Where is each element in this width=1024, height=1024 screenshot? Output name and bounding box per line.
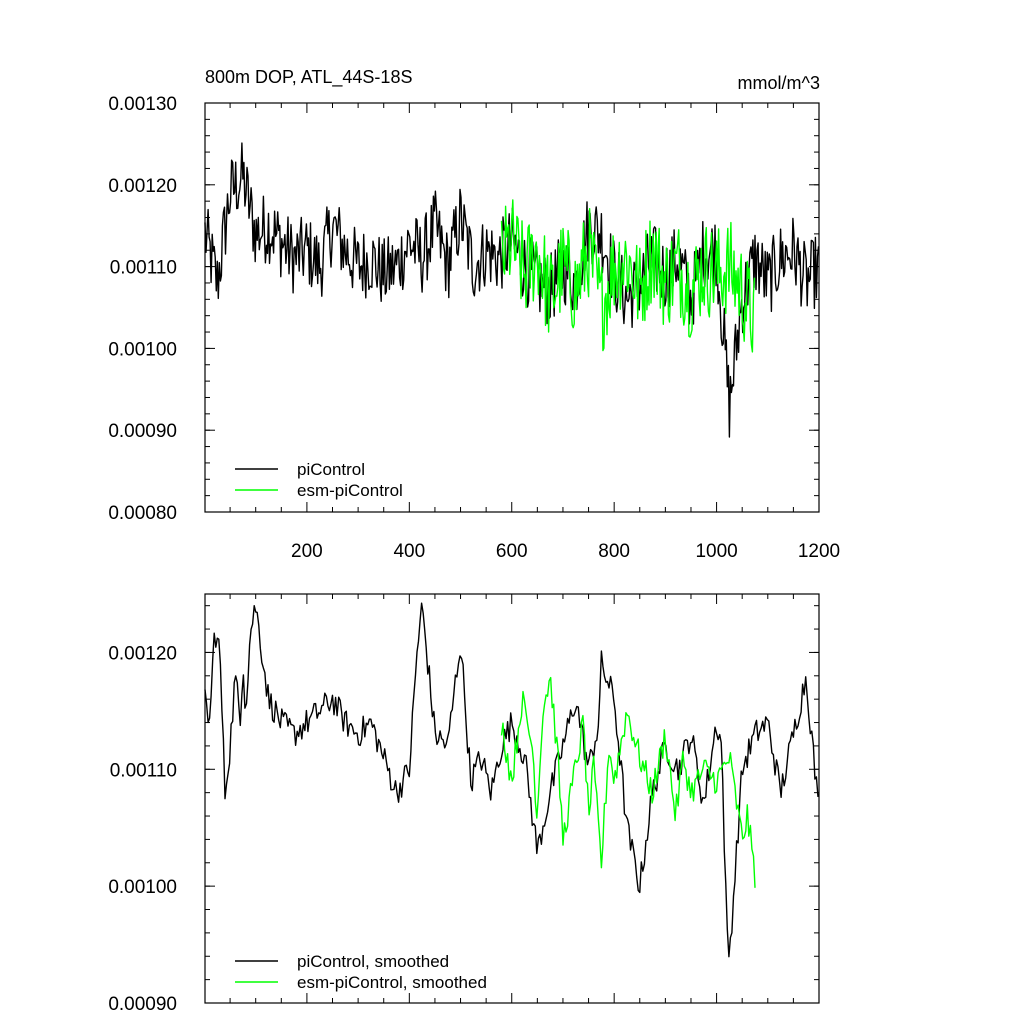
top-series-group (204, 142, 820, 438)
y-tick-label: 0.00100 (108, 877, 177, 898)
bottom-panel: 0.00090 0.00100 0.00110 0.00120 piControl, … (108, 593, 820, 1015)
top-plot-frame (204, 102, 820, 513)
units-label: mmol/m^3 (738, 73, 820, 93)
chart-title: 800m DOP, ATL_44S-18S (205, 67, 412, 88)
y-tick-label: 0.00120 (108, 643, 177, 664)
top-panel: 800m DOP, ATL_44S-18S mmol/m^3 200 400 600… (108, 67, 840, 562)
y-tick-label: 0.00110 (110, 258, 177, 279)
y-tick-label: 0.00100 (108, 339, 177, 360)
x-tick-label: 1000 (695, 541, 737, 562)
y-tick-label: 0.00080 (108, 503, 177, 524)
x-tick-label: 1200 (798, 541, 840, 562)
bottom-plot-frame (204, 593, 820, 1004)
bottom-y-axis: 0.00090 0.00100 0.00110 0.00120 (108, 605, 819, 1015)
bottom-series-line-esm-picontrol (500, 676, 756, 888)
legend-label-esm-picontrol: esm-piControl (297, 481, 403, 500)
bottom-series-group (204, 602, 819, 958)
y-tick-label: 0.00090 (108, 994, 177, 1015)
top-y-axis: 0.00080 0.00090 0.00100 0.00110 0.00120 0.001… (108, 94, 819, 524)
x-tick-label: 800 (598, 541, 630, 562)
x-tick-label: 600 (496, 541, 528, 562)
y-tick-label: 0.00090 (108, 421, 177, 442)
legend-label-picontrol: piControl (297, 460, 365, 479)
legend-label-picontrol-smoothed: piControl, smoothed (297, 952, 449, 971)
bottom-series-line-picontrol (204, 602, 819, 958)
top-series-line-esm-picontrol (500, 199, 756, 353)
y-tick-label: 0.00120 (108, 176, 177, 197)
top-x-axis: 200 400 600 800 1000 1200 (229, 103, 840, 562)
bottom-x-axis (229, 594, 820, 1003)
y-tick-label: 0.00110 (110, 760, 177, 781)
x-tick-label: 400 (393, 541, 425, 562)
top-legend: piControl esm-piControl (235, 460, 403, 500)
bottom-legend: piControl, smoothed esm-piControl, smoot… (235, 952, 487, 992)
legend-label-esm-picontrol-smoothed: esm-piControl, smoothed (297, 973, 487, 992)
y-tick-label: 0.00130 (108, 94, 177, 115)
x-tick-label: 200 (291, 541, 323, 562)
